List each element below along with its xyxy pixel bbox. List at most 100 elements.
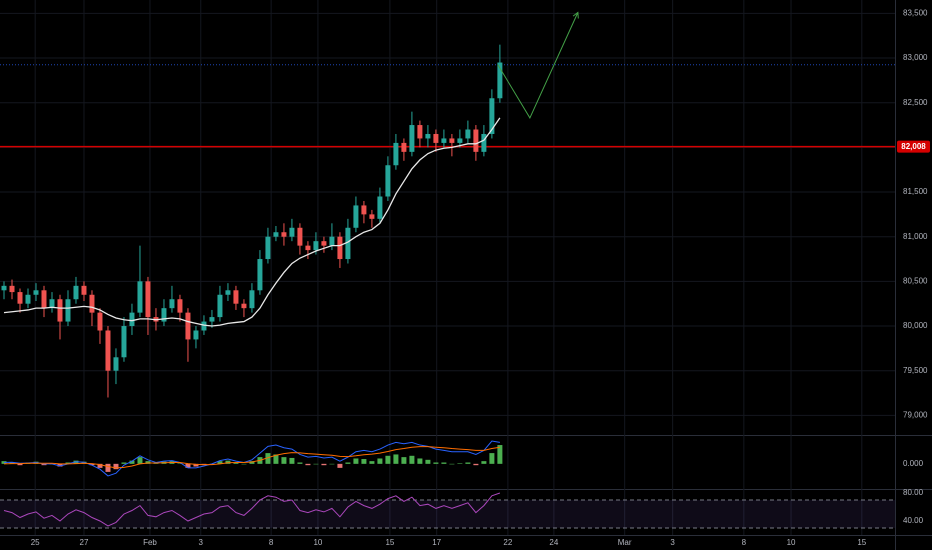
candle-body [289, 227, 295, 237]
candle-body [449, 138, 455, 143]
candle-body [257, 259, 263, 291]
candle-body [497, 62, 503, 99]
macd-histogram-bar [449, 463, 455, 465]
projection-line [497, 12, 579, 119]
macd-histogram-bar [177, 463, 183, 464]
macd-histogram-bar [313, 463, 319, 465]
candle-body [329, 236, 335, 246]
candle-body [177, 299, 183, 313]
macd-histogram-bar [417, 458, 423, 464]
macd-histogram-bar [193, 463, 199, 467]
candle-body [1, 285, 7, 291]
macd-histogram-bar [433, 462, 439, 464]
candle-body [137, 281, 143, 313]
x-tick-label: 10 [787, 538, 796, 547]
macd-histogram-bar [401, 457, 407, 464]
candle-body [409, 125, 415, 152]
candle-body [121, 326, 127, 358]
y-tick-label: 81,000 [903, 232, 928, 241]
candle-body [361, 205, 367, 215]
macd-histogram-bar [73, 460, 79, 464]
macd-histogram-bar [57, 463, 63, 467]
rsi-tick-label: 40.00 [903, 516, 924, 525]
signal-line [3, 446, 500, 469]
macd-histogram-bar [497, 445, 503, 464]
level-label: 82,008 [901, 142, 926, 151]
macd-histogram-bar [473, 463, 479, 466]
candle-body [281, 232, 287, 237]
macd-histogram-bar [217, 461, 223, 464]
macd-histogram-bar [393, 454, 399, 464]
macd-histogram-bar [457, 463, 463, 464]
macd-histogram-bar [409, 455, 415, 464]
macd-histogram-bar [81, 461, 87, 464]
macd-histogram-bar [281, 457, 287, 464]
y-tick-label: 83,000 [903, 53, 928, 62]
candle-body [41, 290, 47, 309]
macd-histogram-bar [121, 462, 127, 464]
candle-body [321, 241, 327, 246]
macd-histogram-bar [369, 461, 375, 464]
macd-histogram-bar [137, 457, 143, 464]
candle-body [49, 299, 55, 309]
candle-body [217, 294, 223, 318]
macd-histogram-bar [241, 463, 247, 465]
candle-body [241, 303, 247, 309]
macd-histogram-bar [89, 463, 95, 466]
x-tick-label: 25 [31, 538, 40, 547]
candle-body [233, 290, 239, 304]
candle-body [9, 285, 15, 293]
candle-body [489, 98, 495, 134]
macd-histogram-bar [465, 462, 471, 464]
candle-body [25, 294, 31, 304]
candle-body [313, 241, 319, 251]
macd-histogram-bar [249, 461, 255, 464]
candle-body [145, 281, 151, 318]
candle-body [33, 290, 39, 295]
macd-histogram-bar [225, 460, 231, 464]
macd-histogram-bar [297, 462, 303, 464]
candle-body [433, 133, 439, 143]
candle-body [17, 292, 23, 304]
rsi-tick-label: 80.00 [903, 488, 924, 497]
candle-body [345, 227, 351, 260]
macd-histogram-bar [353, 458, 359, 464]
candle-body [185, 312, 191, 340]
macd-histogram-bar [489, 453, 495, 464]
candle-body [201, 321, 207, 331]
x-tick-label: 17 [432, 538, 441, 547]
macd-histogram-bar [337, 463, 343, 468]
macd-histogram-bar [377, 458, 383, 464]
candle-body [393, 142, 399, 166]
macd-histogram-bar [113, 463, 119, 470]
candle-body [337, 236, 343, 260]
candle-body [273, 232, 279, 237]
candle-body [73, 285, 79, 300]
x-tick-label: Mar [618, 538, 632, 547]
macd-histogram-bar [385, 455, 391, 464]
y-tick-label: 79,500 [903, 366, 928, 375]
candle-body [113, 357, 119, 371]
x-tick-label: Feb [143, 538, 157, 547]
macd-histogram-bar [345, 462, 351, 464]
x-tick-label: 15 [385, 538, 394, 547]
candle-body [297, 227, 303, 246]
candle-body [225, 290, 231, 295]
candle-body [465, 129, 471, 139]
macd-histogram-bar [65, 462, 71, 464]
candle-body [193, 330, 199, 340]
y-tick-label: 82,500 [903, 98, 928, 107]
candle-body [105, 330, 111, 371]
candle-body [89, 294, 95, 313]
macd-histogram-bar [105, 463, 111, 472]
candle-body [161, 308, 167, 322]
candle-body [353, 205, 359, 228]
macd-histogram-bar [97, 463, 103, 468]
macd-histogram-bar [41, 463, 47, 466]
candle-body [473, 129, 479, 152]
y-tick-label: 80,500 [903, 276, 928, 285]
macd-histogram-bar [145, 461, 151, 464]
candle-body [265, 236, 271, 260]
